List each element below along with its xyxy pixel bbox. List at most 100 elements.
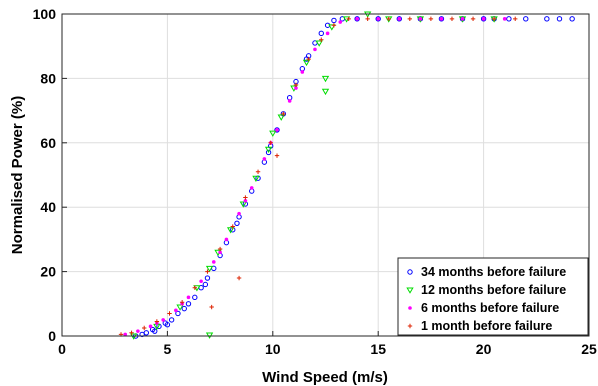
x-tick-label: 20	[476, 341, 492, 357]
legend-label-1-month: 1 month before failure	[421, 319, 552, 333]
data-point	[161, 318, 165, 322]
data-point	[186, 295, 191, 300]
y-tick-label: 0	[48, 328, 56, 344]
data-point	[237, 211, 241, 216]
data-point	[338, 20, 343, 24]
x-tick-label: 25	[581, 341, 597, 357]
data-point	[319, 37, 324, 42]
data-point	[205, 265, 214, 273]
data-point	[264, 146, 273, 154]
data-point	[249, 186, 254, 190]
data-point	[239, 201, 247, 208]
data-point	[218, 250, 222, 255]
data-point	[331, 23, 337, 28]
data-point	[262, 157, 267, 161]
data-point	[192, 294, 198, 301]
data-point	[164, 322, 171, 328]
data-point	[143, 330, 150, 336]
data-point	[175, 310, 181, 317]
data-point	[176, 304, 184, 311]
data-point	[287, 99, 292, 103]
x-axis-label: Wind Speed (m/s)	[262, 369, 388, 386]
data-point	[269, 130, 277, 137]
data-point	[556, 16, 563, 22]
data-point	[154, 319, 160, 324]
y-tick-label: 20	[40, 264, 56, 280]
x-tick-label: 10	[265, 341, 281, 357]
series-4	[118, 16, 518, 337]
data-point	[428, 16, 434, 22]
data-point	[460, 17, 465, 21]
legend-marker-12-months	[406, 287, 414, 294]
data-point	[396, 16, 402, 22]
data-point	[315, 40, 323, 47]
data-point	[217, 246, 223, 252]
data-point	[168, 317, 175, 323]
x-tick-label: 0	[58, 341, 66, 357]
data-point	[480, 16, 487, 22]
data-point	[243, 195, 248, 200]
data-point	[209, 304, 214, 310]
data-point	[470, 16, 476, 22]
data-point	[502, 17, 507, 21]
data-point	[523, 16, 529, 22]
x-tick-label: 15	[370, 341, 386, 357]
data-point	[506, 16, 512, 22]
data-point	[354, 16, 360, 22]
legend-marker-34-months	[407, 269, 413, 275]
data-point	[365, 16, 370, 22]
data-point	[236, 275, 242, 281]
x-tick-label: 5	[164, 341, 172, 357]
data-point	[306, 56, 311, 62]
data-point	[265, 149, 272, 156]
data-point	[331, 17, 337, 24]
data-points	[118, 11, 575, 340]
data-point	[346, 16, 351, 22]
data-point	[491, 16, 497, 22]
data-point	[302, 59, 311, 67]
data-point	[234, 220, 240, 227]
data-point	[123, 332, 128, 337]
data-point	[318, 30, 324, 37]
data-point	[397, 17, 402, 21]
data-point	[142, 325, 147, 331]
y-tick-label: 40	[40, 199, 56, 215]
data-point	[418, 17, 423, 21]
data-point	[243, 198, 248, 203]
y-axis-label: Normalised Power (%)	[9, 96, 26, 254]
data-point	[293, 82, 299, 88]
data-point	[226, 227, 235, 234]
legend-label-12-months: 12 months before failure	[421, 283, 566, 297]
data-point	[294, 86, 298, 90]
data-point	[375, 16, 381, 22]
series-3	[123, 17, 507, 337]
data-point	[224, 237, 229, 242]
data-point	[174, 308, 178, 313]
legend-label-34-months: 34 months before failure	[421, 265, 566, 279]
data-point	[192, 285, 198, 290]
data-point	[274, 127, 280, 133]
legend-marker-1-month	[407, 323, 413, 329]
grid	[62, 14, 589, 336]
data-point	[407, 16, 413, 22]
data-point	[321, 88, 330, 96]
tick-labels: 0 5 10 15 20 25 0 20 40 60 80 100	[33, 6, 597, 357]
data-point	[438, 16, 445, 22]
legend-box	[397, 257, 589, 336]
data-point	[513, 16, 518, 22]
data-point	[148, 324, 153, 329]
data-point	[185, 301, 192, 307]
data-point	[274, 153, 280, 158]
data-point	[376, 17, 381, 21]
data-point	[355, 17, 359, 21]
data-point	[281, 111, 286, 117]
data-point	[300, 70, 305, 74]
legend-marker-6-months	[408, 306, 412, 310]
data-point	[202, 281, 209, 288]
data-point	[268, 140, 273, 145]
plot-frame	[61, 13, 590, 337]
data-point	[129, 330, 134, 335]
data-point	[481, 17, 486, 21]
data-point	[152, 328, 158, 334]
